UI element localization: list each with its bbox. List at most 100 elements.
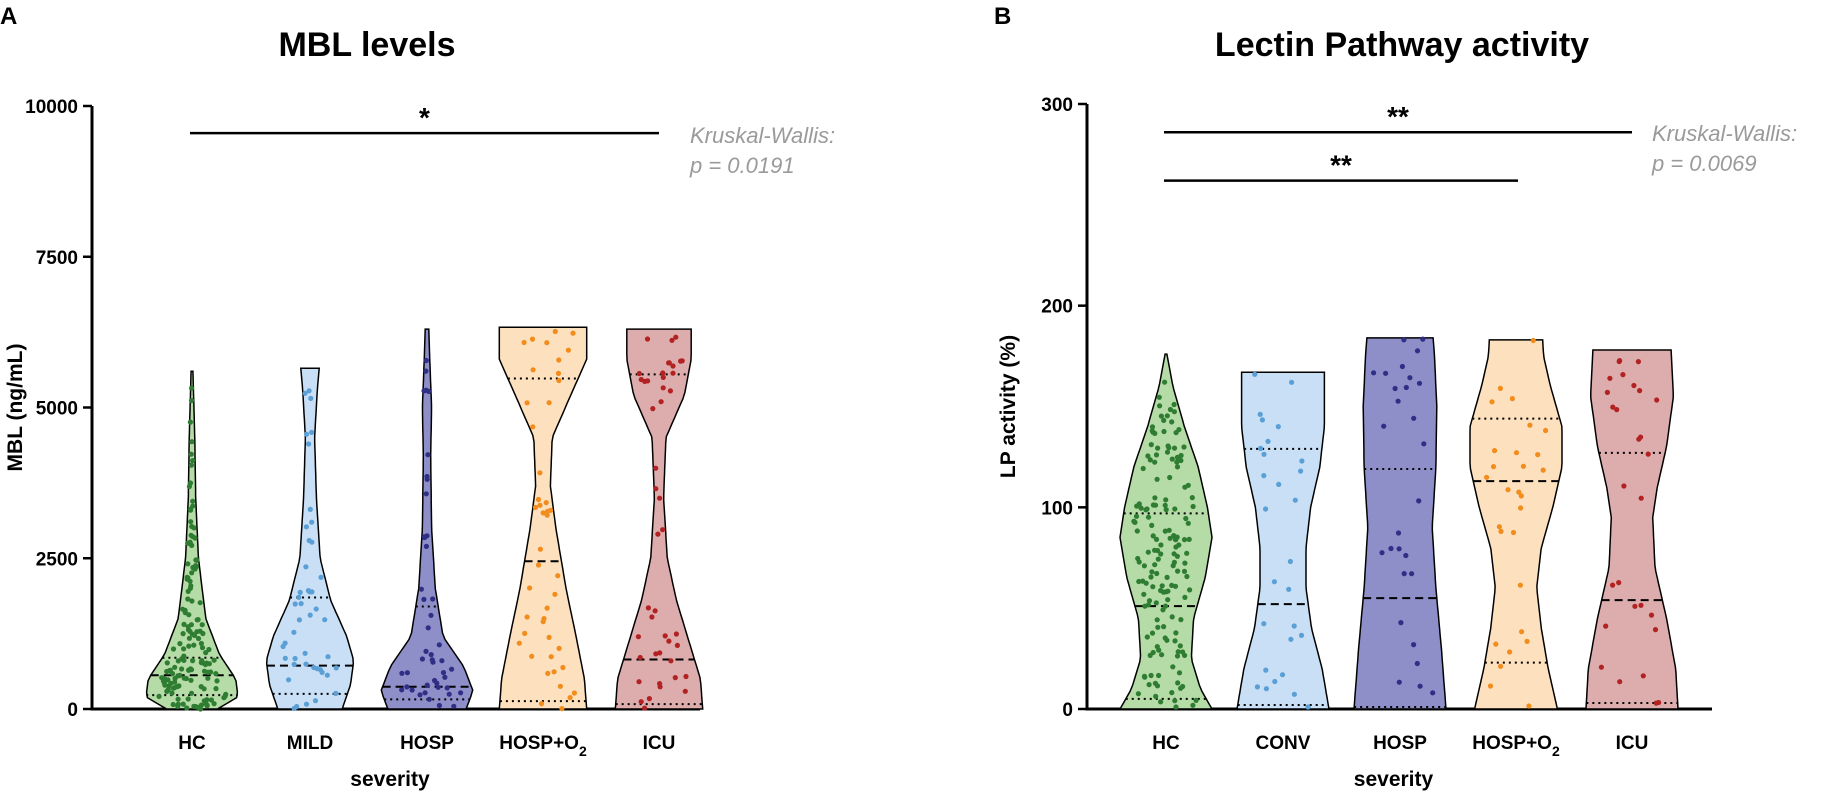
data-point	[1656, 699, 1662, 706]
data-point	[1654, 397, 1660, 403]
data-point	[1149, 569, 1155, 575]
data-point	[1183, 515, 1189, 522]
data-point	[1185, 482, 1191, 488]
kruskal-wallis-label: Kruskal-Wallis:	[690, 123, 835, 148]
data-point	[552, 591, 558, 597]
data-point	[1616, 580, 1622, 586]
data-point	[1498, 528, 1504, 535]
data-point	[537, 502, 543, 508]
data-point	[1145, 453, 1151, 459]
data-point	[1173, 704, 1179, 710]
data-point	[538, 701, 545, 707]
data-point	[309, 519, 315, 525]
data-point	[303, 701, 310, 707]
data-point	[322, 617, 328, 623]
data-point	[1265, 438, 1271, 444]
data-point	[193, 563, 199, 569]
data-point	[1148, 672, 1154, 679]
data-point	[545, 508, 551, 514]
data-point	[1275, 424, 1281, 430]
data-point	[1152, 430, 1158, 436]
data-point	[1156, 672, 1162, 679]
data-point	[421, 596, 427, 603]
data-point	[1132, 519, 1138, 526]
data-point	[308, 395, 314, 401]
violin-hc	[145, 370, 239, 712]
data-point	[195, 635, 202, 642]
data-point	[291, 661, 297, 668]
data-point	[1631, 382, 1637, 389]
data-point	[1190, 503, 1196, 510]
data-point	[662, 633, 668, 639]
data-point	[1645, 451, 1651, 457]
data-point	[1184, 573, 1190, 580]
data-point	[312, 698, 319, 704]
data-point	[309, 589, 315, 595]
data-point	[524, 400, 530, 406]
data-point	[188, 507, 194, 513]
data-point	[201, 668, 208, 674]
data-point	[1416, 498, 1422, 504]
data-point	[201, 686, 207, 692]
data-point	[1190, 702, 1196, 708]
data-point	[429, 657, 435, 663]
data-point	[191, 703, 197, 710]
data-point	[636, 679, 642, 685]
data-point	[544, 340, 550, 346]
violin-hosp-plus-o2	[1469, 337, 1563, 710]
data-point	[1173, 430, 1179, 436]
data-point	[683, 673, 689, 680]
data-point	[324, 672, 330, 678]
data-point	[532, 504, 539, 510]
data-point	[571, 690, 578, 696]
data-point	[302, 650, 308, 656]
data-point	[1145, 549, 1151, 555]
violin-body	[380, 328, 474, 710]
data-point	[1163, 507, 1169, 513]
data-point	[1598, 664, 1604, 670]
x-tick-label: HOSP	[1373, 733, 1427, 754]
data-point	[1172, 638, 1178, 644]
y-tick-label: 2500	[36, 549, 78, 570]
data-point	[419, 656, 425, 662]
data-point	[198, 660, 204, 666]
data-point	[298, 601, 304, 607]
data-point	[1144, 634, 1150, 640]
data-point	[297, 589, 303, 596]
data-point	[423, 543, 429, 550]
data-point	[189, 570, 195, 576]
data-point	[426, 696, 432, 702]
data-point	[1178, 617, 1184, 623]
data-point	[440, 670, 447, 676]
data-point	[1145, 602, 1152, 608]
data-point	[175, 673, 181, 679]
violin-body	[1585, 349, 1679, 710]
data-point	[1189, 495, 1195, 501]
data-point	[1635, 359, 1641, 365]
data-point	[546, 634, 552, 641]
data-point	[673, 334, 679, 340]
data-point	[1509, 396, 1515, 402]
data-point	[185, 596, 191, 602]
data-point	[1154, 644, 1160, 650]
data-point	[1518, 505, 1524, 511]
data-point	[530, 367, 536, 373]
data-point	[1155, 445, 1161, 451]
data-point	[1401, 571, 1407, 577]
data-point	[1396, 679, 1402, 685]
data-point	[1185, 520, 1191, 526]
y-tick-label: 10000	[25, 97, 78, 118]
data-point	[303, 564, 309, 570]
data-point	[1620, 372, 1626, 378]
data-point	[1171, 409, 1177, 415]
data-point	[1252, 371, 1258, 377]
data-point	[179, 666, 185, 672]
data-point	[282, 655, 288, 661]
data-point	[1167, 474, 1173, 481]
data-point	[421, 388, 427, 394]
data-point	[557, 683, 564, 689]
data-point	[529, 653, 535, 659]
violin-body	[145, 370, 239, 710]
data-point	[1305, 704, 1311, 710]
